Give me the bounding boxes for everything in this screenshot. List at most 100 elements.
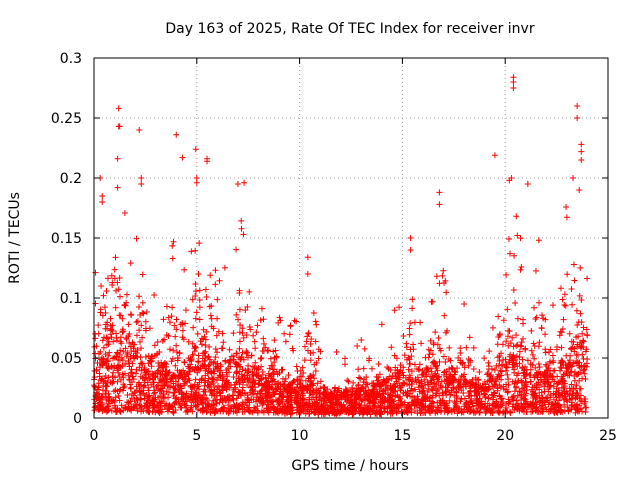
data-point	[238, 225, 245, 232]
data-point	[417, 319, 424, 326]
data-point	[141, 382, 148, 389]
data-point	[277, 317, 284, 324]
data-point	[428, 402, 435, 409]
data-point	[210, 380, 217, 387]
data-point	[583, 346, 590, 353]
data-point	[400, 390, 407, 397]
data-point	[240, 356, 247, 363]
data-point	[546, 349, 553, 356]
data-point	[391, 393, 398, 400]
data-point	[418, 340, 425, 347]
data-point	[437, 382, 444, 389]
data-point	[113, 287, 120, 294]
data-point	[486, 373, 493, 380]
data-point	[281, 385, 288, 392]
data-point	[315, 402, 322, 409]
data-point	[280, 383, 287, 390]
data-point	[100, 344, 107, 351]
data-point	[254, 390, 261, 397]
data-point	[404, 409, 411, 416]
data-point	[436, 373, 443, 380]
data-point	[562, 302, 569, 309]
data-point	[112, 405, 119, 412]
data-point	[279, 366, 286, 373]
data-point	[535, 361, 542, 368]
data-point	[398, 384, 405, 391]
data-point	[119, 329, 126, 336]
data-point	[126, 406, 133, 413]
data-point	[441, 401, 448, 408]
data-point	[166, 406, 173, 413]
data-point	[180, 336, 187, 343]
data-point	[574, 343, 581, 350]
data-point	[407, 247, 414, 253]
data-point	[229, 395, 236, 402]
data-point	[442, 359, 449, 366]
data-point	[313, 321, 320, 328]
data-point	[214, 349, 221, 356]
data-point	[433, 273, 440, 280]
data-point	[411, 402, 418, 409]
data-point	[219, 330, 226, 337]
data-point	[520, 335, 527, 342]
data-point	[196, 287, 203, 294]
data-point	[131, 390, 138, 397]
data-point	[455, 354, 462, 361]
data-point	[100, 359, 107, 366]
data-point	[97, 404, 104, 411]
data-point	[142, 318, 149, 325]
data-point	[245, 362, 252, 369]
data-point	[250, 332, 257, 339]
data-point	[100, 382, 107, 389]
data-point	[439, 397, 446, 404]
data-point	[214, 315, 221, 322]
data-point	[557, 394, 564, 401]
data-point	[320, 398, 327, 405]
data-point	[145, 393, 152, 400]
data-point	[259, 348, 266, 355]
data-point	[111, 266, 118, 273]
data-point	[485, 359, 492, 366]
data-point	[192, 344, 199, 351]
data-point	[524, 181, 531, 187]
data-point	[389, 384, 396, 391]
data-point	[314, 380, 321, 387]
data-point	[442, 329, 449, 336]
data-point	[124, 392, 131, 399]
data-point	[477, 382, 484, 389]
data-point	[202, 372, 209, 379]
data-point	[392, 369, 399, 376]
data-point	[112, 374, 119, 381]
data-point	[109, 322, 116, 329]
data-point	[111, 399, 118, 406]
data-point	[327, 401, 334, 408]
data-point	[244, 303, 251, 310]
data-point	[433, 390, 440, 397]
data-point	[575, 333, 582, 340]
data-point	[349, 390, 356, 397]
data-point	[565, 364, 572, 371]
data-point	[415, 377, 422, 384]
data-point	[104, 407, 111, 414]
data-point	[582, 398, 589, 405]
data-point	[154, 338, 161, 345]
data-point	[541, 372, 548, 379]
data-point	[578, 148, 585, 155]
data-point	[498, 350, 505, 357]
data-point	[282, 338, 289, 345]
data-point	[527, 378, 534, 385]
data-point	[489, 402, 496, 409]
data-point	[514, 315, 521, 322]
data-point	[192, 292, 199, 299]
data-point	[287, 393, 294, 400]
data-point	[111, 275, 118, 282]
data-point	[203, 294, 210, 301]
axis-ticks	[93, 57, 609, 419]
data-point	[409, 393, 416, 400]
data-point	[227, 363, 234, 370]
data-point	[334, 406, 341, 413]
data-point	[170, 371, 177, 378]
data-points	[91, 74, 591, 418]
data-point	[520, 320, 527, 327]
data-point	[236, 338, 243, 345]
